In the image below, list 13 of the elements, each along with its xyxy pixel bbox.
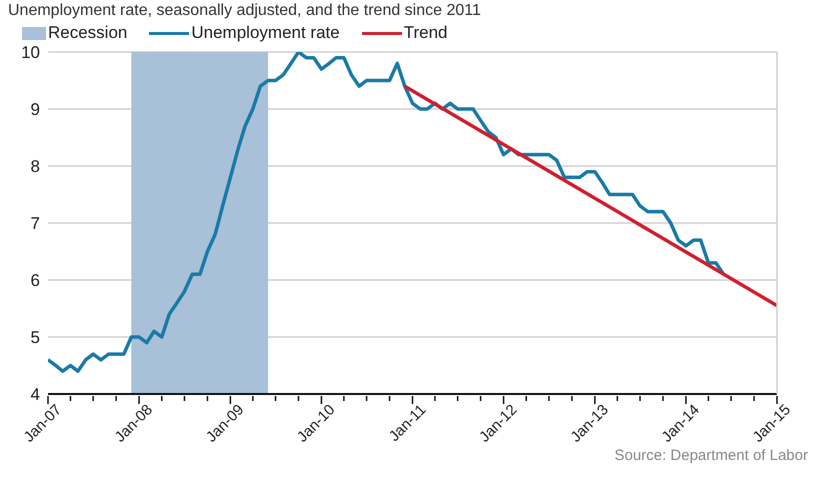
y-tick-label: 4 [30,385,40,404]
legend-label: Unemployment rate [191,23,340,43]
y-tick-label: 10 [21,43,40,62]
legend-label: Trend [404,23,448,43]
line-series [48,52,726,373]
source-note: Source: Department of Labor [614,447,808,464]
legend-label: Recession [48,23,128,43]
y-tick-label: 8 [30,157,40,176]
y-tick-label: 5 [30,328,40,348]
y-tick-label: 9 [30,100,40,120]
chart-title: Unemployment rate, seasonally adjusted, and the trend since 2011 [8,2,482,21]
y-tick-label: 6 [30,271,40,290]
y-tick-label: 7 [30,214,40,234]
